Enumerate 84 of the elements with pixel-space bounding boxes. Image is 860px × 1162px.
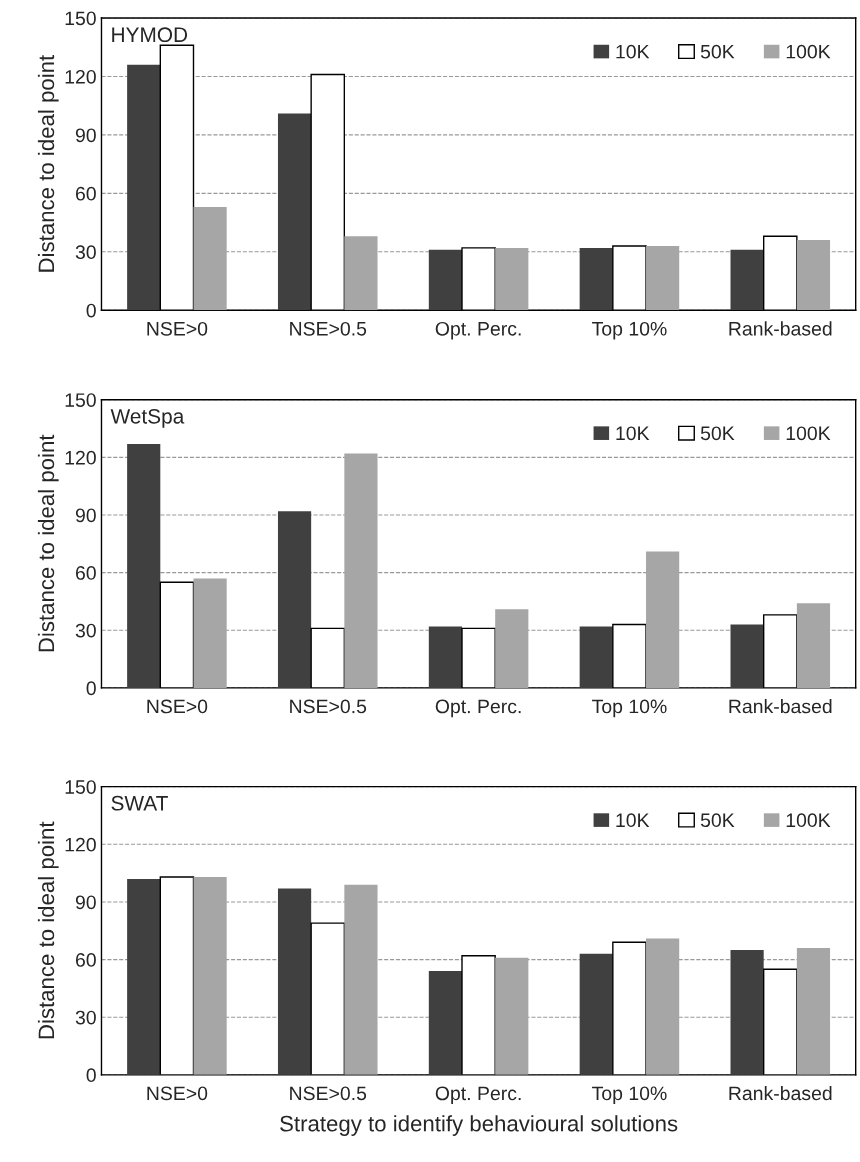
x-tick-label: NSE>0.5 <box>290 699 367 714</box>
y-tick-label: 0 <box>86 1068 96 1083</box>
y-tick-label: 120 <box>65 450 96 465</box>
x-tick-label: Top 10% <box>592 699 667 718</box>
bar <box>646 938 680 1075</box>
y-axis-title: Distance to ideal point <box>37 434 59 652</box>
bar <box>495 957 529 1075</box>
bar <box>579 247 613 311</box>
y-tick-label: 120 <box>65 69 96 84</box>
legend-label: 100K <box>786 44 831 59</box>
x-tick-label: Rank-based <box>729 699 832 714</box>
legend-label: 50K <box>700 813 735 828</box>
bar <box>646 551 680 688</box>
legend-label: 100K <box>786 813 831 828</box>
x-tick-label: NSE>0 <box>147 321 208 336</box>
bar <box>428 249 462 311</box>
y-tick-label: 150 <box>65 393 96 407</box>
bar <box>277 113 312 311</box>
bar <box>344 236 378 311</box>
x-tick-label: NSE>0.5 <box>290 1086 367 1101</box>
x-tick-label: NSE>0.5 <box>290 321 367 336</box>
y-tick-label: 30 <box>75 245 96 260</box>
chart-title: WetSpa <box>110 408 185 428</box>
x-tick-label: Opt. Perc. <box>435 1086 521 1105</box>
bar <box>796 240 831 311</box>
y-tick-label: 0 <box>86 303 96 318</box>
legend-label: 50K <box>700 44 735 59</box>
bar <box>277 888 312 1075</box>
y-axis-title: Distance to ideal point <box>37 54 59 272</box>
x-tick-label: Top 10% <box>592 1086 667 1105</box>
bar <box>495 247 529 311</box>
bar <box>127 64 161 311</box>
legend-label: 10K <box>616 44 650 59</box>
bar <box>762 235 798 311</box>
y-tick-label: 90 <box>75 508 96 523</box>
bar <box>730 624 764 688</box>
bar <box>310 73 346 311</box>
x-tick-label: NSE>0 <box>147 699 208 714</box>
bar <box>193 578 227 688</box>
chart-title: HYMOD <box>112 27 188 43</box>
legend-label: 10K <box>616 426 650 441</box>
bar <box>344 884 378 1075</box>
x-tick-label: Top 10% <box>592 321 667 340</box>
bar <box>344 453 378 688</box>
bar <box>612 245 647 311</box>
y-tick-label: 90 <box>75 895 96 910</box>
bar <box>796 603 831 688</box>
y-tick-label: 150 <box>65 780 96 794</box>
y-tick-label: 60 <box>75 566 96 580</box>
bar <box>277 511 312 688</box>
bar <box>646 245 680 311</box>
x-axis-title: Strategy to identify behavioural solutions <box>280 1115 678 1136</box>
x-tick-label: Rank-based <box>729 321 832 336</box>
bar <box>796 948 831 1075</box>
legend-label: 10K <box>616 813 650 828</box>
bar <box>730 949 764 1075</box>
legend-label: 50K <box>700 426 735 441</box>
y-tick-label: 90 <box>75 128 96 143</box>
x-tick-label: Opt. Perc. <box>435 699 521 718</box>
bar <box>127 443 161 688</box>
y-axis-title: Distance to ideal point <box>37 821 59 1039</box>
y-tick-label: 30 <box>75 623 96 638</box>
y-tick-label: 60 <box>75 186 96 201</box>
bar <box>428 971 462 1075</box>
bar <box>428 626 462 688</box>
bar <box>730 249 764 311</box>
chart-title: SWAT <box>111 795 168 811</box>
legend-label: 100K <box>786 426 831 441</box>
bar <box>495 609 529 688</box>
y-tick-label: 150 <box>65 11 96 26</box>
bar <box>579 626 613 688</box>
bar <box>579 953 613 1075</box>
y-tick-label: 0 <box>86 681 96 696</box>
bar <box>159 44 195 311</box>
y-tick-label: 120 <box>65 837 96 852</box>
y-tick-label: 60 <box>75 953 96 967</box>
bar <box>461 247 496 311</box>
x-tick-label: Rank-based <box>729 1085 832 1101</box>
y-tick-label: 30 <box>75 1010 96 1025</box>
bar <box>193 876 227 1075</box>
x-tick-label: NSE>0 <box>147 1086 208 1101</box>
bar <box>193 206 227 311</box>
bar <box>127 878 161 1075</box>
x-tick-label: Opt. Perc. <box>435 321 521 340</box>
